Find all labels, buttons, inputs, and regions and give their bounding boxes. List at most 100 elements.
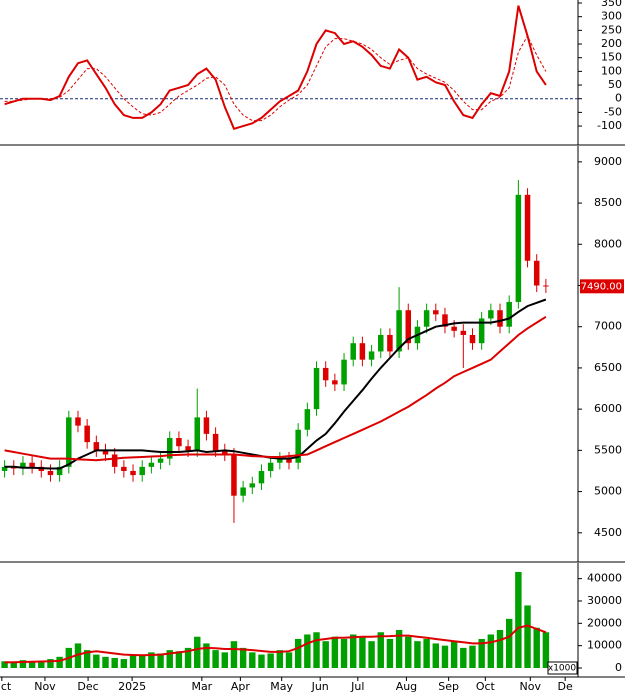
candle-body	[506, 301, 512, 327]
series-line	[4, 5, 547, 131]
volume-bar	[74, 643, 82, 668]
y-tick-label: 250	[601, 23, 622, 36]
volume-bar	[203, 643, 210, 668]
y-tick-label: 30000	[587, 594, 622, 607]
y-tick-label: 100	[601, 64, 622, 77]
volume-bar	[377, 632, 384, 668]
x-tick-label: Dec	[77, 680, 98, 693]
volume-bar	[138, 655, 146, 668]
candle-body	[277, 458, 283, 463]
candle-body	[442, 314, 448, 327]
volume-bar	[28, 661, 36, 668]
candle-body	[350, 343, 356, 360]
candle-body	[84, 425, 90, 443]
y-tick-label: 7000	[594, 320, 622, 333]
x-tick-label: Jun	[311, 680, 329, 693]
candle-body	[322, 367, 329, 381]
candle-body	[203, 417, 210, 434]
y-tick-label: 40000	[587, 572, 622, 585]
volume-bar	[47, 659, 54, 668]
volume-bar	[285, 652, 293, 668]
y-tick-label: 5500	[594, 443, 622, 456]
volume-bar	[93, 654, 100, 668]
candle-body	[185, 446, 191, 451]
volume-bar	[267, 653, 274, 668]
volume-bar	[184, 647, 192, 668]
candle-body	[102, 450, 109, 455]
candle-body	[304, 409, 311, 430]
volume-bar	[460, 647, 467, 668]
volume-bar	[304, 634, 311, 668]
volume-bar	[368, 641, 375, 668]
candle-body	[240, 487, 246, 496]
y-tick-label: 0	[615, 661, 622, 674]
candle-body	[212, 433, 219, 451]
candle-body	[139, 466, 145, 476]
candle-body	[497, 310, 503, 327]
candle-body	[20, 462, 26, 469]
candle-body	[130, 470, 136, 476]
x-tick-label: Oct	[476, 680, 496, 693]
candle-body	[543, 285, 549, 287]
candle-body	[166, 437, 173, 459]
volume-bar	[331, 636, 339, 668]
unit-box	[547, 661, 578, 675]
candle-body	[515, 194, 522, 302]
candle-body	[75, 417, 81, 426]
y-tick-label: -50	[604, 105, 622, 118]
candle-body	[1, 466, 8, 471]
candle-body	[433, 310, 439, 315]
candle-body	[56, 466, 63, 476]
x-tick-label: Jul	[350, 680, 364, 693]
volume-bar	[129, 654, 137, 668]
volume-bar	[441, 645, 449, 668]
candle-body	[66, 417, 72, 467]
candle-body	[121, 466, 127, 471]
y-tick-label: 50	[608, 78, 622, 91]
y-tick-label: 9000	[594, 155, 622, 168]
volume-bar	[340, 638, 348, 668]
volume-bar	[294, 638, 302, 668]
volume-bar	[469, 645, 476, 668]
volume-bar	[524, 605, 531, 668]
volume-bar	[175, 651, 183, 668]
y-tick-label: 6500	[594, 361, 622, 374]
candle-body	[332, 380, 338, 385]
volume-bar	[230, 641, 238, 668]
y-tick-label: 10000	[587, 639, 622, 652]
x-tick-label: Apr	[231, 680, 251, 693]
volume-bar	[405, 636, 412, 668]
y-tick-label: 350	[601, 0, 622, 9]
series-line	[4, 34, 547, 122]
x-tick-label: Nov	[520, 680, 542, 693]
y-tick-label: 150	[601, 51, 622, 64]
volume-bar	[505, 618, 513, 668]
y-tick-label: 0	[615, 92, 622, 105]
volume-bar	[487, 634, 495, 668]
candle-body	[111, 454, 118, 467]
y-tick-label: 8500	[594, 196, 622, 209]
volume-bar	[83, 650, 91, 668]
candle-body	[377, 334, 384, 352]
volume-bar	[478, 638, 485, 668]
volume-bar	[423, 638, 430, 668]
volume-bar	[542, 632, 550, 668]
candle-body	[176, 437, 182, 447]
x-tick-label: ct	[1, 680, 12, 693]
y-tick-label: 300	[601, 10, 622, 23]
volume-bar	[359, 636, 366, 668]
volume-bar	[102, 656, 109, 668]
candle-body	[148, 462, 155, 467]
candle-body	[533, 260, 540, 286]
volume-bar	[148, 652, 155, 668]
candle-body	[295, 429, 301, 463]
volume-bar	[450, 641, 458, 668]
candle-body	[460, 330, 467, 335]
candle-body	[313, 367, 320, 410]
volume-bar	[414, 641, 421, 668]
x-tick-label: Aug	[396, 680, 417, 693]
candle-body	[524, 194, 531, 261]
volume-bar	[1, 661, 8, 668]
volume-bar	[533, 627, 540, 668]
